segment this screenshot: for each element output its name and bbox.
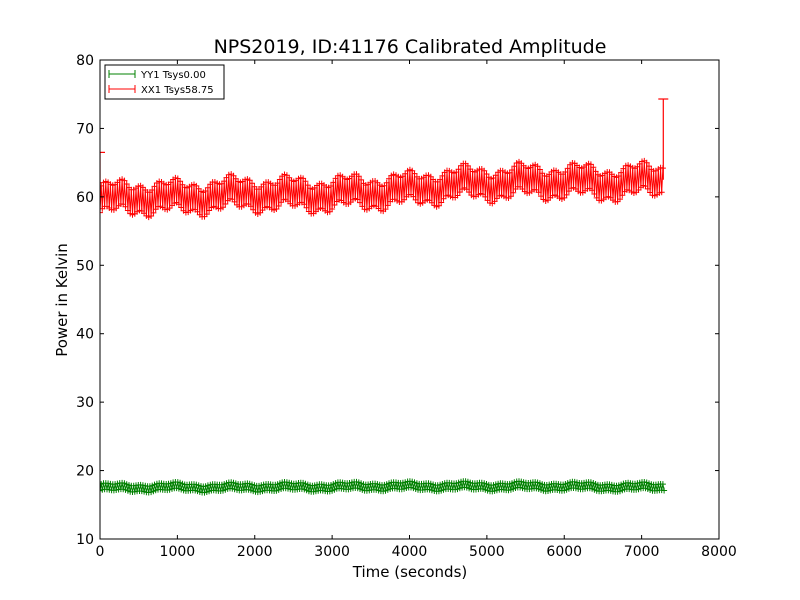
plot-area xyxy=(100,98,669,496)
y-tick-label: 60 xyxy=(76,190,94,206)
x-tick-label: 6000 xyxy=(546,544,582,560)
axes: 0 1000 2000 3000 4000 5000 6000 7000 8000 10 20 30 4… xyxy=(76,53,737,560)
legend-label-1: XX1 Tsys58.75 xyxy=(141,85,214,96)
y-tick-label: 50 xyxy=(76,258,94,274)
y-tick-label: 10 xyxy=(76,532,94,548)
x-tick-label: 1000 xyxy=(160,544,196,560)
x-tick-label: 8000 xyxy=(701,544,737,560)
data-series-group xyxy=(100,98,669,496)
series-markers-1 xyxy=(100,157,666,221)
series-0 xyxy=(100,478,668,496)
x-tick-label: 7000 xyxy=(624,544,660,560)
series-line-1 xyxy=(100,160,664,218)
series-markers-0 xyxy=(100,478,668,496)
chart-title: NPS2019, ID:41176 Calibrated Amplitude xyxy=(214,36,607,58)
x-axis-label: Time (seconds) xyxy=(352,563,468,581)
y-tick-label: 80 xyxy=(76,53,94,69)
x-tick-label: 3000 xyxy=(314,544,350,560)
x-tick-label: 4000 xyxy=(392,544,428,560)
series-1 xyxy=(100,98,669,221)
y-tick-label: 70 xyxy=(76,121,94,137)
y-tick-label: 30 xyxy=(76,395,94,411)
x-tick-label: 2000 xyxy=(237,544,273,560)
legend: YY1 Tsys0.00 XX1 Tsys58.75 xyxy=(104,64,225,100)
y-axis-label: Power in Kelvin xyxy=(53,243,71,357)
legend-box xyxy=(104,64,225,100)
x-tick-label: 5000 xyxy=(469,544,505,560)
legend-label-0: YY1 Tsys0.00 xyxy=(140,70,206,81)
axes-frame xyxy=(99,59,720,540)
x-tick-label: 0 xyxy=(96,544,105,560)
y-tick-label: 20 xyxy=(76,464,94,480)
y-tick-label: 40 xyxy=(76,327,94,343)
